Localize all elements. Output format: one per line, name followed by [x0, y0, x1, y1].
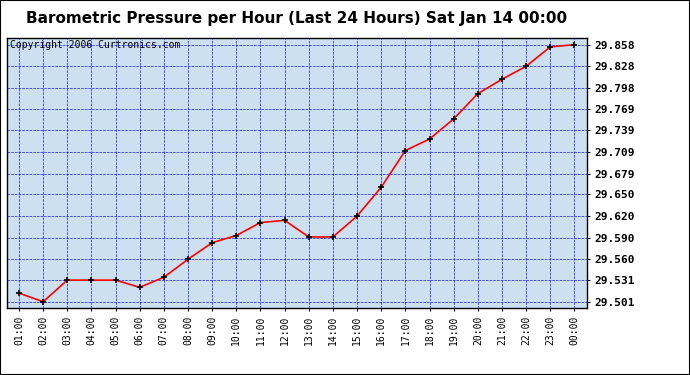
Text: Barometric Pressure per Hour (Last 24 Hours) Sat Jan 14 00:00: Barometric Pressure per Hour (Last 24 Ho…: [26, 11, 567, 26]
Text: Copyright 2006 Curtronics.com: Copyright 2006 Curtronics.com: [10, 40, 180, 50]
